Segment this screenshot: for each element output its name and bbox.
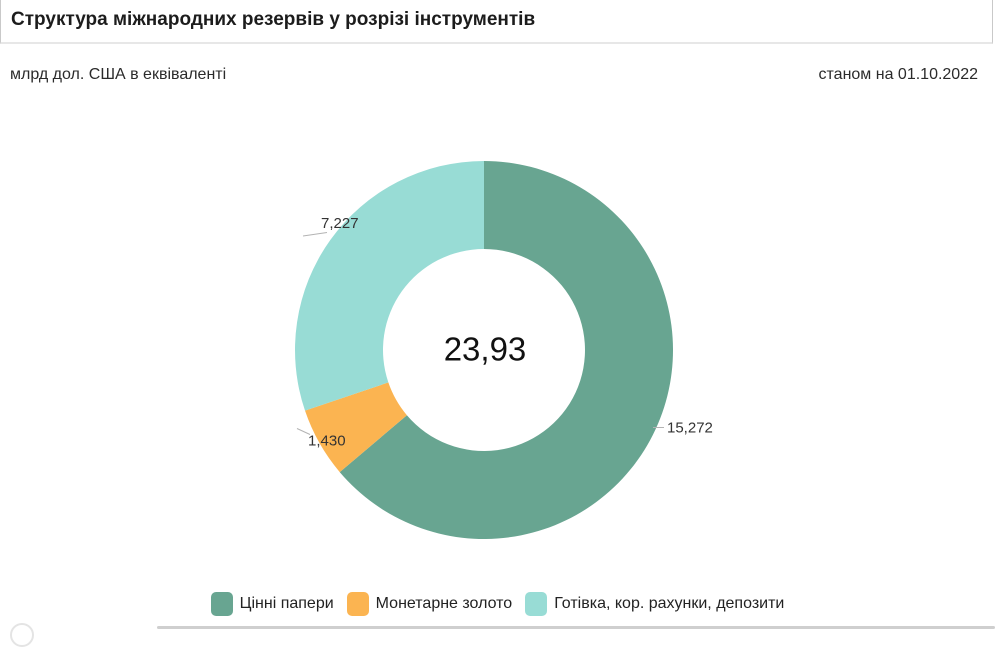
units-label: млрд дол. США в еквіваленті [10,66,227,83]
donut-center-value: 23,93 [444,331,527,368]
slice-leader-line-2 [302,232,328,237]
legend-swatch-icon [210,592,233,616]
chart-subheader: млрд дол. США в еквіваленті станом на 01… [0,46,995,84]
donut-slice-0[interactable] [339,161,674,539]
as-of-date-label: станом на 01.10.2022 [818,66,978,83]
horizontal-scrollbar-thumb[interactable] [157,626,995,629]
donut-slice-1[interactable] [305,382,407,473]
legend-item-label: Готівка, кор. рахунки, депозити [554,595,785,612]
chart-header: Структура міжнародних резервів у розрізі… [0,0,993,44]
donut-slice-2[interactable] [295,161,484,411]
legend-item-label: Цінні папери [239,595,334,612]
legend-item-0[interactable]: Цінні папери [210,592,334,616]
watermark-logo-icon [10,623,34,647]
slice-value-label-1: 1,430 [308,433,346,450]
chart-title: Структура міжнародних резервів у розрізі… [11,9,536,30]
legend-item-1[interactable]: Монетарне золото [346,592,513,616]
legend: Цінні папери Монетарне золото Готівка, кор… [0,592,995,616]
legend-swatch-icon [525,592,548,616]
legend-swatch-icon [346,592,369,616]
legend-item-2[interactable]: Готівка, кор. рахунки, депозити [525,592,784,616]
slice-leader-line-1 [296,428,311,435]
slice-value-label-0: 15,272 [667,420,713,437]
slice-value-label-2: 7,227 [321,215,359,232]
legend-item-label: Монетарне золото [375,595,513,612]
